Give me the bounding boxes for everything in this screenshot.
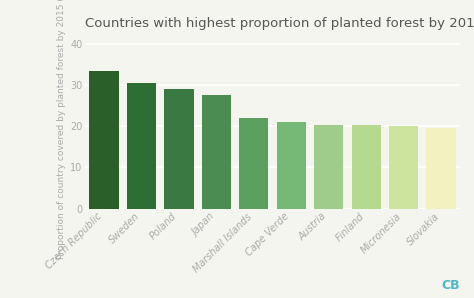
- Bar: [239, 118, 268, 209]
- Bar: [277, 122, 306, 209]
- Bar: [314, 125, 343, 209]
- Bar: [90, 71, 118, 209]
- Bar: [352, 125, 381, 209]
- Bar: [164, 89, 193, 209]
- Text: CB: CB: [441, 279, 460, 292]
- Text: Countries with highest proportion of planted forest by 2015: Countries with highest proportion of pla…: [85, 17, 474, 30]
- Bar: [127, 83, 156, 209]
- Y-axis label: Proportion of country covered by planted forest by 2015 (%): Proportion of country covered by planted…: [57, 0, 66, 259]
- Bar: [202, 95, 231, 209]
- Bar: [427, 128, 456, 209]
- Bar: [389, 126, 418, 209]
